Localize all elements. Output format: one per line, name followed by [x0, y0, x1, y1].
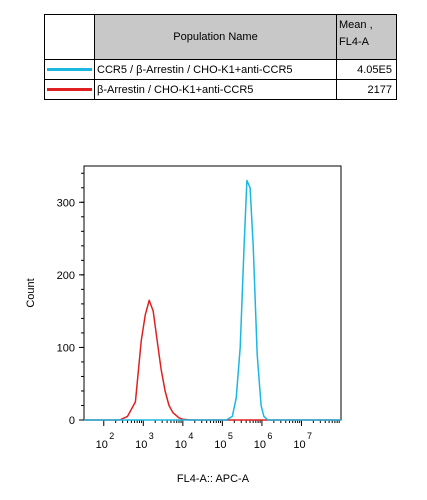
mean-header-line2: FL4-A: [339, 36, 369, 48]
x-tick-exponent: 4: [188, 431, 193, 441]
x-tick-label: 10: [293, 439, 305, 451]
series-group: [84, 179, 341, 421]
legend-row-name: β-Arrestin / CHO-K1+anti-CCR5: [94, 79, 337, 100]
mean-header-line1: Mean ,: [339, 19, 373, 31]
x-tick-label: 10: [96, 439, 108, 451]
x-tick-label: 10: [254, 439, 266, 451]
x-tick-exponent: 5: [228, 431, 233, 441]
series-line-0: [84, 299, 341, 421]
y-tick-label: 300: [57, 197, 75, 209]
series-line-1: [84, 179, 341, 421]
legend-row-mean: 2177: [336, 79, 397, 100]
legend-swatch-red: [44, 79, 95, 100]
x-tick-label: 10: [135, 439, 147, 451]
plot-frame: [83, 165, 342, 421]
x-tick-label: 10: [214, 439, 226, 451]
x-tick-label: 10: [175, 439, 187, 451]
x-axis-label: FL4-A:: APC-A: [177, 473, 250, 485]
y-tick-label: 0: [69, 415, 75, 427]
legend-row-mean: 4.05E5: [336, 59, 397, 80]
x-tick-exponent: 3: [149, 431, 154, 441]
mean-header: Mean , FL4-A: [336, 14, 397, 60]
legend-table: Population Name Mean , FL4-A CCR5 / β-Arr…: [44, 14, 397, 100]
legend-row: β-Arrestin / CHO-K1+anti-CCR5 2177: [44, 79, 397, 100]
legend-row-name: CCR5 / β-Arrestin / CHO-K1+anti-CCR5: [94, 59, 337, 80]
y-tick-label: 200: [57, 270, 75, 282]
legend-header-blank: [44, 14, 95, 60]
x-tick-exponent: 2: [109, 431, 114, 441]
legend-swatch-blue: [44, 59, 95, 80]
y-axis: 0 100 200 300: [57, 172, 84, 427]
y-axis-label: Count: [25, 278, 37, 307]
legend-row: CCR5 / β-Arrestin / CHO-K1+anti-CCR5 4.0…: [44, 59, 397, 80]
x-tick-exponent: 7: [307, 431, 312, 441]
y-tick-label: 100: [57, 342, 75, 354]
x-tick-exponent: 6: [267, 431, 272, 441]
